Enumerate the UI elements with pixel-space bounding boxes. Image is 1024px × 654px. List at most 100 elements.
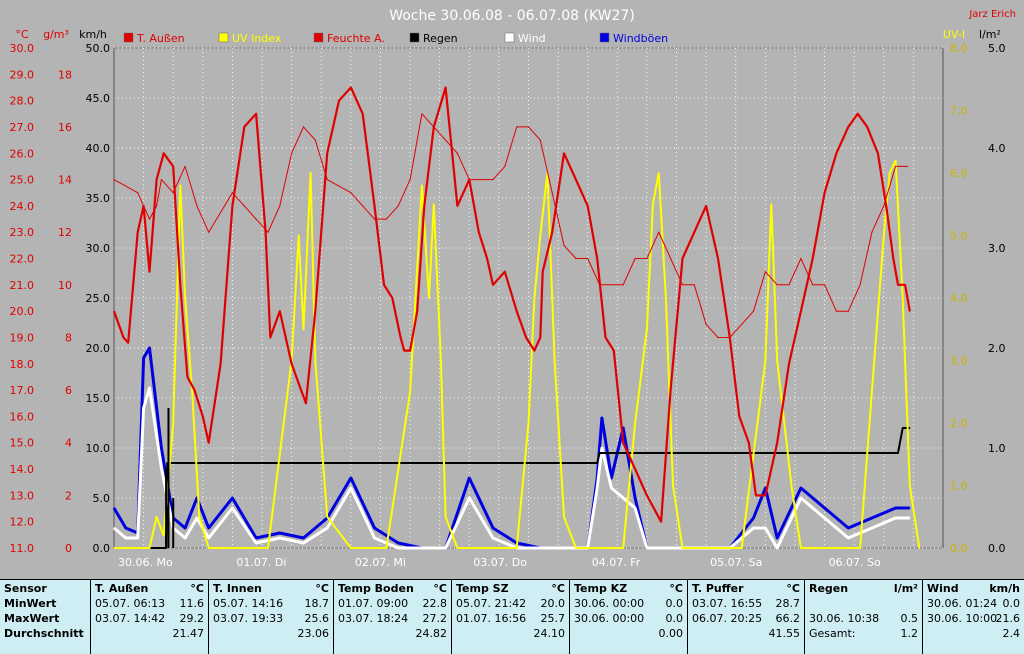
data-point: [646, 494, 648, 496]
uv-tick-label: 1.0: [950, 480, 968, 493]
stats-col: T. Außen °C 05.07. 06:13 11.6 03.07. 14:42 29…: [90, 580, 208, 654]
data-point: [156, 179, 158, 181]
stats-col-name: T. Außen: [95, 582, 149, 595]
data-point: [717, 547, 719, 549]
data-point: [113, 507, 115, 509]
data-point: [350, 86, 352, 89]
uv-tick-label: 6.0: [950, 167, 968, 180]
stats-cell-value: 21.6: [995, 612, 1021, 625]
wind-tick-label: 45.0: [86, 92, 111, 105]
data-series: [112, 86, 921, 550]
data-point: [179, 284, 181, 286]
data-point: [350, 477, 352, 479]
data-point: [551, 231, 553, 233]
data-point: [902, 427, 904, 429]
stats-col: Wind km/h 30.06. 01:24 0.0 30.06. 10:00 21.6 2…: [922, 580, 1024, 654]
data-point: [681, 547, 684, 549]
data-point: [113, 527, 115, 529]
rain-tick-label: 3.0: [988, 242, 1006, 255]
data-point: [866, 126, 868, 128]
stats-avg-value: 1.2: [900, 627, 919, 640]
data-point: [421, 113, 423, 115]
data-point: [764, 271, 767, 273]
data-point: [243, 205, 245, 207]
rain-tick-label: 2.0: [988, 342, 1006, 355]
humidity-tick-label: 4: [65, 437, 72, 450]
data-point: [871, 517, 873, 519]
data-point: [113, 547, 115, 549]
data-point: [596, 462, 598, 464]
stats-cell-time: 30.06. 10:00: [927, 612, 998, 625]
temp-tick-label: 26.0: [10, 147, 35, 160]
data-point: [486, 257, 488, 260]
stats-cell-time: 03.07. 14:42: [95, 612, 166, 625]
data-point: [587, 257, 589, 260]
rain-tick-label: 1.0: [988, 442, 1006, 455]
data-point: [113, 310, 115, 312]
data-point: [125, 527, 127, 529]
data-point: [871, 231, 873, 233]
stats-row-name: MaxWert: [4, 612, 60, 625]
stats-col: T. Innen °C 05.07. 14:16 18.7 03.07. 19:33 25…: [208, 580, 333, 654]
stats-col-name: Temp KZ: [574, 582, 628, 595]
data-point: [243, 547, 245, 549]
data-point: [291, 363, 293, 365]
data-point: [231, 507, 233, 509]
stats-cell-time: 05.07. 14:16: [213, 597, 284, 610]
data-point: [291, 152, 293, 154]
humidity-tick-label: 8: [65, 331, 72, 344]
data-point: [909, 507, 911, 509]
temp-tick-label: 14.0: [10, 463, 35, 476]
humidity-tick-label: 6: [65, 384, 72, 397]
data-point: [231, 205, 233, 207]
data-point: [575, 179, 577, 181]
stats-col-unit: °C: [551, 582, 565, 595]
stats-cell-time: 30.06. 00:00: [574, 612, 645, 625]
stats-col-header: T. Außen °C: [91, 581, 208, 596]
uv-unit-label: UV-I: [943, 28, 965, 41]
data-point: [480, 179, 482, 181]
data-point: [220, 363, 222, 365]
humidity-tick-label: 16: [58, 121, 72, 134]
rain-unit-label: l/m²: [979, 28, 1001, 41]
day-label: 02.07. Mi: [355, 556, 406, 569]
stats-col-header: Temp SZ °C: [452, 581, 569, 596]
data-point: [445, 139, 447, 141]
data-point: [492, 527, 494, 529]
data-point: [208, 442, 210, 444]
day-label: 03.07. Do: [473, 556, 527, 569]
temp-tick-label: 28.0: [10, 95, 35, 108]
stats-col-unit: °C: [669, 582, 683, 595]
stats-cell-value: 28.7: [775, 597, 801, 610]
data-point: [279, 310, 281, 312]
data-point: [752, 310, 755, 312]
temp-tick-label: 29.0: [10, 68, 35, 81]
data-point: [160, 467, 162, 469]
data-point: [681, 284, 684, 286]
data-point: [812, 257, 814, 260]
data-point: [504, 271, 506, 273]
stats-cell: 05.07. 14:16 18.7: [209, 596, 333, 611]
legend-swatch: [409, 32, 420, 43]
temp-tick-label: 13.0: [10, 489, 35, 502]
data-point: [835, 310, 838, 312]
temp-tick-label: 27.0: [10, 121, 35, 134]
data-point: [373, 537, 376, 539]
stats-col: Regen l/m² 30.06. 10:38 0.5 Gesamt: 1.2: [804, 580, 922, 654]
data-point: [596, 257, 598, 260]
rain-bar: [167, 408, 170, 548]
data-point: [835, 547, 838, 549]
data-point: [601, 417, 603, 419]
data-point: [302, 126, 305, 128]
stats-cell-time: 03.07. 19:33: [213, 612, 284, 625]
data-point: [847, 126, 849, 128]
data-point: [113, 179, 115, 181]
stats-col-unit: °C: [433, 582, 447, 595]
stats-cell-avg: 24.82: [334, 626, 451, 641]
stats-cell-time: 30.06. 00:00: [574, 597, 645, 610]
uv-tick-label: 0.0: [950, 542, 968, 555]
data-point: [208, 537, 210, 539]
data-point: [385, 218, 387, 220]
data-point: [622, 442, 624, 444]
stats-col: Temp Boden °C 01.07. 09:00 22.8 03.07. 18:24…: [333, 580, 451, 654]
